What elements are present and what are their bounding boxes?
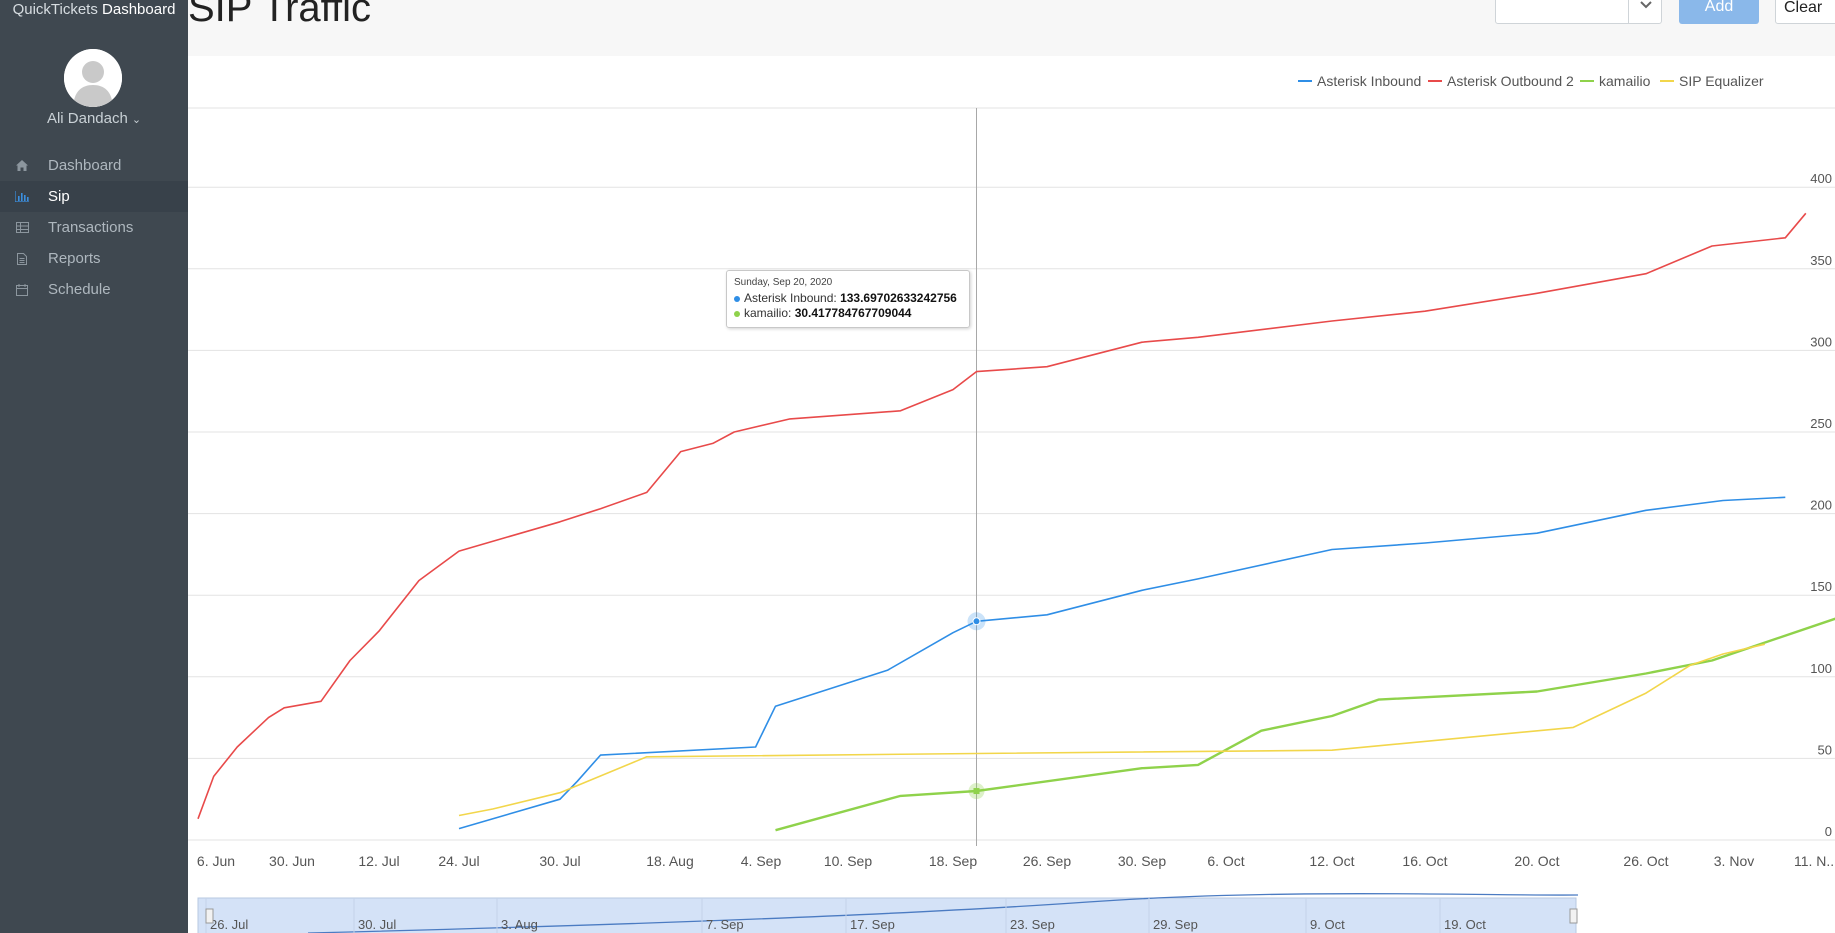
bar-chart-icon [14, 181, 30, 212]
navigator-label: 29. Sep [1153, 917, 1198, 932]
x-tick-label: 30. Jul [539, 853, 580, 869]
brand-strong: Dashboard [102, 1, 176, 18]
table-icon [14, 212, 30, 243]
x-tick-label: 16. Oct [1402, 853, 1447, 869]
chart-panel: 0 50 100 150 200 250 300 350 400 6. Jun 30. Jun 12.… [188, 56, 1835, 933]
tooltip-row: Asterisk Inbound: 133.69702633242756 [734, 291, 962, 306]
x-tick-label: 30. Sep [1118, 853, 1166, 869]
tooltip-date: Sunday, Sep 20, 2020 [734, 277, 833, 288]
add-button[interactable]: Add [1679, 0, 1759, 24]
navigator-label: 7. Sep [706, 917, 744, 932]
navigator-label: 23. Sep [1010, 917, 1055, 932]
x-tick-label: 11. N... [1794, 853, 1835, 869]
legend-label: Asterisk Outbound 2 [1447, 73, 1574, 89]
sidebar-item-schedule[interactable]: Schedule [0, 274, 188, 305]
x-tick-label: 30. Jun [269, 853, 315, 869]
clear-button[interactable]: Clear [1775, 0, 1835, 24]
navigator-selection [197, 897, 1577, 933]
x-tick-label: 26. Oct [1623, 853, 1668, 869]
tooltip-value: 30.417784767709044 [794, 306, 912, 320]
tooltip-row: kamailio: 30.417784767709044 [734, 306, 962, 321]
page-header: SIP Traffic Add Clear [188, 0, 1835, 56]
file-icon [14, 243, 30, 274]
sidebar-item-label: Sip [48, 188, 70, 205]
y-tick-label: 400 [1810, 171, 1832, 186]
series-dot-icon [734, 310, 740, 317]
y-tick-label: 150 [1810, 579, 1832, 594]
y-tick-label: 250 [1810, 416, 1832, 431]
y-tick-label: 300 [1810, 334, 1832, 349]
legend-item[interactable]: kamailio [1580, 73, 1651, 89]
sidebar-item-sip[interactable]: Sip [0, 181, 188, 212]
x-tick-label: 20. Oct [1514, 853, 1559, 869]
x-tick-label: 6. Jun [197, 853, 235, 869]
series-line-sip-equalizer [458, 643, 1765, 817]
legend-item[interactable]: Asterisk Inbound [1298, 73, 1421, 89]
user-silhouette-icon [64, 49, 122, 107]
calendar-icon [14, 274, 30, 305]
x-tick-label: 18. Sep [929, 853, 977, 869]
x-tick-label: 10. Sep [824, 853, 872, 869]
y-tick-label: 100 [1810, 661, 1832, 676]
navigator-label: 17. Sep [850, 917, 895, 932]
y-tick-label: 50 [1818, 742, 1832, 757]
filter-select[interactable] [1495, 0, 1662, 24]
navigator-label: 19. Oct [1444, 917, 1486, 932]
legend-item[interactable]: Asterisk Outbound 2 [1428, 73, 1574, 89]
sidebar: QuickTickets Dashboard Ali Dandach ⌄ Dash… [0, 0, 188, 933]
series-line-kamailio [775, 617, 1835, 832]
avatar[interactable] [64, 49, 122, 107]
navigator-label: 30. Jul [358, 917, 396, 932]
x-tick-label: 6. Oct [1207, 853, 1244, 869]
navigator-series-line [307, 892, 1579, 933]
legend-item[interactable]: SIP Equalizer [1660, 73, 1764, 89]
select-divider [1628, 0, 1629, 23]
navigator-label: 9. Oct [1310, 917, 1345, 932]
x-tick-label: 24. Jul [438, 853, 479, 869]
brand-light: QuickTickets [12, 1, 98, 18]
page-title: SIP Traffic [188, 0, 372, 30]
user-name: Ali Dandach [46, 110, 128, 127]
legend-label: SIP Equalizer [1679, 73, 1764, 89]
sidebar-item-label: Schedule [48, 281, 111, 298]
x-tick-label: 26. Sep [1023, 853, 1071, 869]
chevron-down-icon[interactable] [1639, 0, 1653, 14]
brand[interactable]: QuickTickets Dashboard [0, 0, 188, 22]
sidebar-item-dashboard[interactable]: Dashboard [0, 150, 188, 181]
series-line-asterisk-inbound [458, 496, 1786, 830]
sip-traffic-chart[interactable]: 0 50 100 150 200 250 300 350 400 6. Jun 30. Jun 12.… [188, 56, 1835, 933]
hover-point [972, 617, 981, 626]
y-tick-label: 350 [1810, 253, 1832, 268]
x-tick-label: 3. Nov [1714, 853, 1754, 869]
hover-point [973, 788, 980, 795]
sidebar-item-label: Reports [48, 250, 101, 267]
home-icon [14, 150, 30, 181]
navigator-handle-right[interactable] [1569, 908, 1578, 924]
sidebar-item-label: Dashboard [48, 157, 122, 174]
sidebar-item-reports[interactable]: Reports [0, 243, 188, 274]
chart-tooltip: Sunday, Sep 20, 2020 Asterisk Inbound: 1… [726, 270, 970, 328]
legend-label: Asterisk Inbound [1317, 73, 1421, 89]
x-tick-label: 18. Aug [646, 853, 694, 869]
sidebar-item-label: Transactions [48, 219, 134, 236]
navigator-handle-left[interactable] [205, 908, 214, 924]
navigator-label: 26. Jul [210, 917, 248, 932]
x-tick-label: 12. Jul [358, 853, 399, 869]
x-tick-label: 12. Oct [1309, 853, 1354, 869]
y-tick-label: 200 [1810, 498, 1832, 513]
tooltip-value: 133.69702633242756 [840, 291, 957, 305]
tooltip-series: kamailio [744, 306, 789, 320]
sidebar-nav: Dashboard Sip Transactions Reports Sched… [0, 150, 188, 305]
sidebar-item-transactions[interactable]: Transactions [0, 212, 188, 243]
y-tick-label: 0 [1825, 824, 1832, 839]
series-line-asterisk-outbound-2 [197, 212, 1807, 820]
chevron-down-icon: ⌄ [131, 114, 142, 126]
user-menu[interactable]: Ali Dandach ⌄ [0, 110, 188, 127]
tooltip-series: Asterisk Inbound [744, 291, 834, 305]
legend-label: kamailio [1599, 73, 1651, 89]
navigator-label: 3. Aug [501, 917, 538, 932]
series-dot-icon [734, 295, 740, 302]
x-tick-label: 4. Sep [741, 853, 782, 869]
